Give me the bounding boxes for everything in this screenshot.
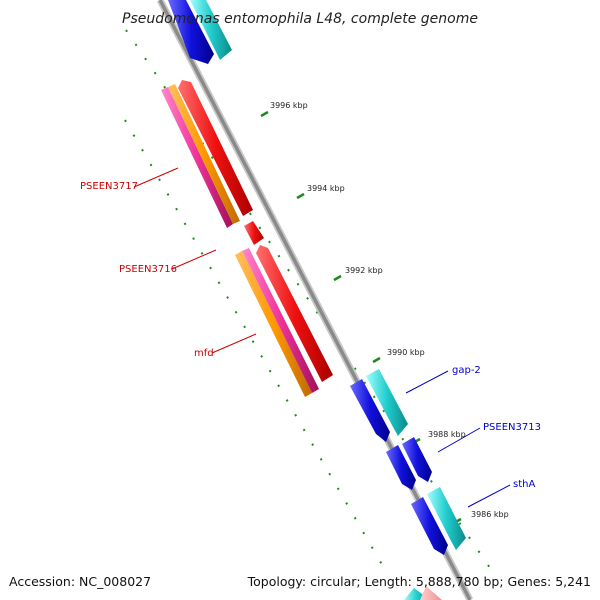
gene-label-pseen3716[interactable]: PSEEN3716 <box>119 264 177 275</box>
gene-mfd-rrna <box>242 248 319 393</box>
accession-text: Accession: NC_008027 <box>9 574 151 589</box>
genome-summary-text: Topology: circular; Length: 5,888,780 bp… <box>247 574 591 589</box>
gene-gap2-cds <box>350 379 390 442</box>
gene-pseen3713-cds-b <box>402 437 432 482</box>
gene-bottom-lightred <box>420 586 442 600</box>
leader-gap2 <box>405 370 449 394</box>
tick-label-3992: 3992 kbp <box>345 266 383 275</box>
tick-label-3996: 3996 kbp <box>270 101 308 110</box>
leader-pseen3713 <box>437 427 481 453</box>
gene-stha-orf <box>427 487 466 550</box>
gene-gap2-orf <box>366 369 408 436</box>
leader-stha <box>467 484 511 508</box>
gene-pseen3717-cds <box>178 80 253 216</box>
leader-pseen3716 <box>171 249 217 270</box>
tick-label-3990: 3990 kbp <box>387 348 425 357</box>
gene-mfd-cds <box>256 245 333 382</box>
leader-mfd <box>211 333 257 354</box>
tick-label-3988: 3988 kbp <box>428 430 466 439</box>
gene-label-gap2[interactable]: gap-2 <box>452 365 481 376</box>
gene-pseen3717-orf <box>168 84 240 224</box>
leader-pseen3717 <box>133 167 179 188</box>
gene-label-pseen3713[interactable]: PSEEN3713 <box>483 422 541 433</box>
gene-label-stha[interactable]: sthA <box>513 479 535 490</box>
gene-mfd-orf <box>235 251 312 397</box>
gene-stha-cds <box>411 497 448 555</box>
gene-label-mfd[interactable]: mfd <box>194 348 214 359</box>
gene-label-pseen3717[interactable]: PSEEN3717 <box>80 181 138 192</box>
gene-pseen3717-rrna <box>161 87 233 228</box>
gene-pseen3716-cds <box>244 221 264 245</box>
gene-blue-top <box>168 0 214 64</box>
map-title: Pseudomonas entomophila L48, complete ge… <box>122 11 478 27</box>
tick-label-3994: 3994 kbp <box>307 184 345 193</box>
outer-tick-ring <box>125 29 491 569</box>
gene-pseen3713-cds-a <box>386 445 416 490</box>
gene-cyan-top <box>190 0 232 60</box>
tick-label-3986: 3986 kbp <box>471 510 509 519</box>
